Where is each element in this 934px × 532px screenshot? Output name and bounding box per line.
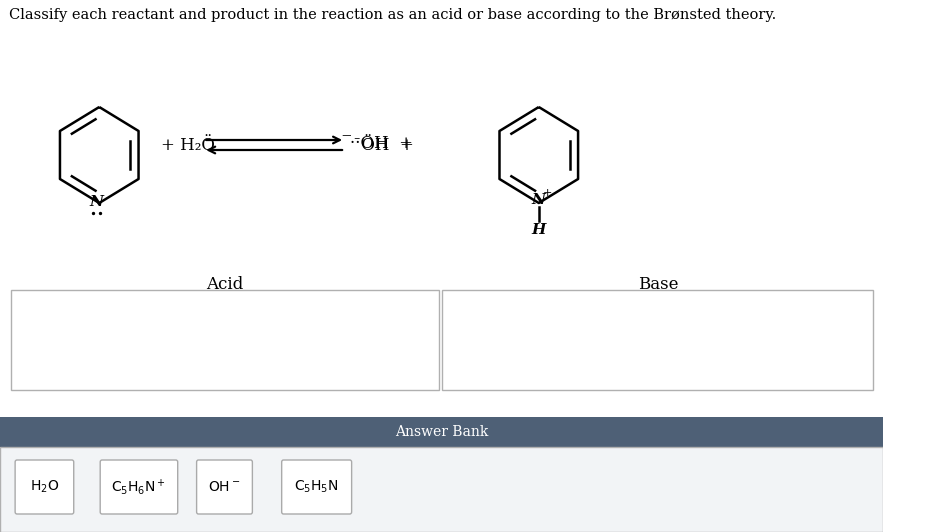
FancyBboxPatch shape <box>197 460 252 514</box>
Text: $\mathregular{C_5H_6N^+}$: $\mathregular{C_5H_6N^+}$ <box>111 477 166 497</box>
Text: Answer Bank: Answer Bank <box>395 425 488 439</box>
Text: $\mathregular{H_2O}$: $\mathregular{H_2O}$ <box>30 479 59 495</box>
Text: $\mathregular{C_5H_5N}$: $\mathregular{C_5H_5N}$ <box>294 479 339 495</box>
Text: N: N <box>531 193 545 207</box>
Text: + H₂Ö: + H₂Ö <box>161 137 215 154</box>
FancyBboxPatch shape <box>15 460 74 514</box>
Bar <box>0 447 883 532</box>
Bar <box>443 290 873 390</box>
Bar <box>0 417 883 447</box>
Text: Base: Base <box>638 276 678 293</box>
Text: ¯ÖH  +: ¯ÖH + <box>352 137 414 154</box>
Text: H: H <box>531 223 546 237</box>
Text: $\mathregular{OH^-}$: $\mathregular{OH^-}$ <box>208 480 241 494</box>
Text: Acid: Acid <box>206 276 244 293</box>
Text: N: N <box>90 195 104 209</box>
Text: ̅​··OH  +: ̅​··OH + <box>350 136 414 153</box>
Text: +: + <box>543 188 552 198</box>
Text: Classify each reactant and product in the reaction as an acid or base according : Classify each reactant and product in th… <box>9 8 777 22</box>
Bar <box>11 290 439 390</box>
FancyBboxPatch shape <box>100 460 177 514</box>
FancyBboxPatch shape <box>282 460 351 514</box>
